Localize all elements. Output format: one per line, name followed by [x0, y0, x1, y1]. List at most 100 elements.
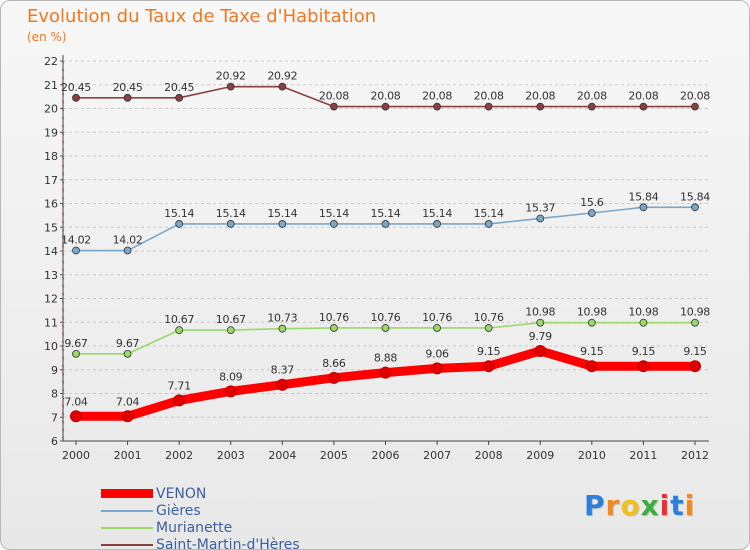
y-tick-label: 21: [44, 79, 58, 92]
y-tick-label: 17: [44, 174, 58, 187]
data-point: [433, 102, 441, 111]
data-label: 10.98: [577, 306, 607, 319]
data-point: [226, 220, 235, 228]
legend-label: Gières: [156, 502, 201, 519]
brand-letter: t: [670, 489, 685, 522]
data-point: [536, 102, 545, 111]
x-tick-label: 2007: [423, 449, 451, 462]
data-point: [330, 324, 338, 332]
data-point: [327, 371, 340, 384]
data-point: [330, 102, 338, 111]
data-label: 15.14: [371, 207, 401, 220]
data-point: [433, 324, 441, 332]
y-tick-label: 11: [44, 316, 58, 329]
data-point: [72, 93, 80, 102]
data-label: 10.98: [680, 306, 710, 319]
data-label: 9.67: [116, 337, 140, 350]
y-tick-label: 8: [51, 388, 58, 401]
legend-item: VENON: [101, 485, 300, 502]
x-tick-label: 2004: [268, 449, 296, 462]
legend-label: Murianette: [156, 519, 233, 536]
data-label: 20.08: [371, 90, 401, 103]
x-tick-label: 2003: [217, 449, 245, 462]
data-label: 8.66: [322, 357, 346, 370]
brand-letter: i: [659, 489, 671, 522]
data-label: 10.67: [164, 313, 194, 326]
legend-item: Gières: [101, 502, 300, 519]
legend-swatch: [101, 526, 153, 529]
data-label: 15.6: [580, 196, 604, 209]
data-point: [123, 246, 132, 255]
data-label: 9.15: [477, 345, 501, 358]
data-point: [226, 82, 235, 91]
data-point: [587, 209, 596, 217]
data-label: 15.14: [319, 207, 349, 220]
data-point: [639, 203, 648, 212]
data-point: [121, 410, 134, 423]
data-label: 8.37: [271, 364, 295, 377]
y-tick-label: 9: [51, 364, 58, 377]
brand-letter: x: [640, 489, 660, 522]
data-label: 9.15: [683, 345, 707, 358]
chart-unit: (en %): [27, 30, 67, 44]
data-point: [637, 360, 650, 373]
data-point: [484, 102, 493, 111]
brand-letter: r: [605, 489, 621, 522]
data-point: [224, 385, 237, 398]
y-tick-label: 22: [44, 55, 58, 68]
data-point: [278, 220, 287, 228]
data-label: 15.14: [422, 207, 452, 220]
data-point: [175, 326, 184, 334]
data-label: 10.67: [216, 313, 246, 326]
data-point: [278, 82, 287, 91]
data-label: 10.76: [474, 311, 504, 324]
y-tick-label: 12: [44, 293, 58, 306]
data-label: 20.08: [628, 90, 658, 103]
data-label: 10.98: [628, 306, 658, 319]
data-label: 10.73: [267, 312, 297, 325]
data-label: 9.15: [580, 345, 604, 358]
data-point: [379, 366, 392, 379]
series: [70, 82, 701, 423]
data-label: 20.92: [216, 70, 246, 83]
data-label: 15.14: [164, 207, 194, 220]
data-label: 15.14: [216, 207, 246, 220]
data-point: [691, 203, 699, 212]
data-label: 20.92: [267, 70, 297, 83]
data-point: [381, 102, 390, 111]
data-label: 20.08: [319, 90, 349, 103]
data-label: 8.09: [219, 370, 243, 383]
data-point: [70, 410, 82, 423]
y-tick-label: 7: [51, 411, 58, 424]
x-tick-label: 2005: [320, 449, 348, 462]
data-point: [691, 102, 699, 111]
data-point: [72, 246, 80, 255]
grid: [63, 60, 709, 442]
data-label: 9.67: [64, 337, 88, 350]
data-point: [123, 349, 132, 358]
data-label: 10.98: [525, 306, 555, 319]
data-label: 9.79: [529, 330, 553, 343]
legend-label: VENON: [156, 485, 207, 502]
data-point: [276, 378, 289, 391]
data-point: [330, 220, 338, 228]
data-label: 15.37: [525, 201, 555, 214]
x-tick-label: 2008: [475, 449, 503, 462]
y-tick-label: 15: [44, 221, 58, 234]
data-label: 10.76: [422, 311, 452, 324]
x-tick-label: 2011: [629, 449, 657, 462]
legend-item: Saint-Martin-d'Hères: [101, 536, 300, 549]
data-point: [691, 318, 699, 327]
data-label: 7.71: [168, 379, 191, 392]
legend-swatch: [101, 543, 153, 546]
data-point: [639, 318, 648, 327]
data-point: [278, 324, 287, 333]
data-labels: 20.45 20.45 20.45 20.92 20.92 20.08 20.08 20.08…: [61, 70, 711, 409]
data-point: [484, 324, 493, 332]
y-tick-label: 18: [44, 150, 58, 163]
data-label: 9.06: [425, 347, 449, 360]
data-label: 20.08: [422, 90, 452, 103]
legend-item: Murianette: [101, 519, 300, 536]
data-label: 20.45: [61, 81, 91, 94]
